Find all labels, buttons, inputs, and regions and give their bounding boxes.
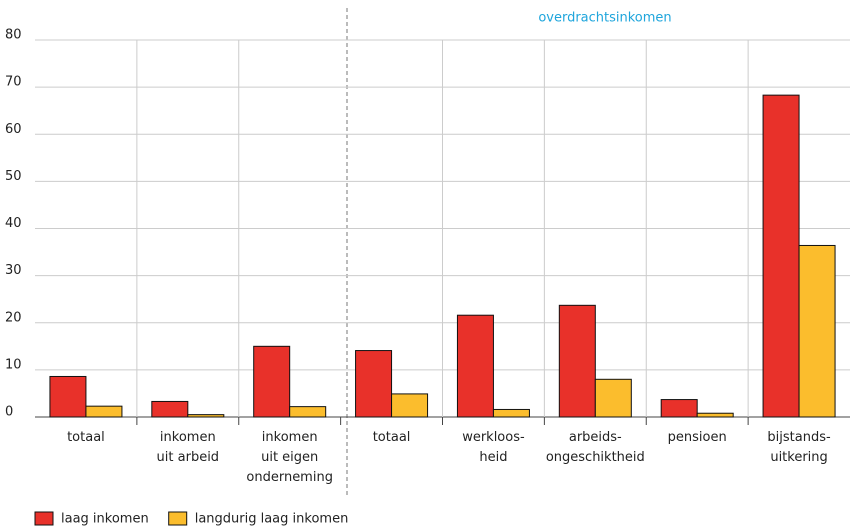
y-tick-label: 70 — [5, 75, 22, 90]
y-tick-label: 0 — [5, 405, 13, 420]
annotation: overdrachtsinkomen — [538, 11, 671, 26]
x-tick-label: arbeids- ongeschiktheid — [545, 430, 645, 465]
bar — [253, 345, 291, 418]
y-tick-label: 30 — [5, 263, 22, 278]
x-tick-label: inkomen uit eigen onderneming — [246, 430, 333, 485]
y-tick-label: 20 — [5, 310, 22, 325]
x-tick-label: inkomen uit arbeid — [156, 430, 220, 465]
y-tick-label: 40 — [5, 216, 22, 231]
bar — [151, 400, 189, 418]
legend-swatch — [168, 511, 188, 526]
x-tick-label: werkloos- heid — [462, 430, 525, 465]
y-tick-label: 10 — [5, 357, 22, 372]
x-tick-label: bijstands- uitkering — [767, 430, 831, 465]
y-tick-label: 50 — [5, 169, 22, 184]
legend-swatch — [34, 511, 54, 526]
bar — [696, 412, 734, 418]
y-tick-label: 60 — [5, 122, 22, 137]
legend-label: laag inkomen — [61, 512, 149, 527]
bar — [187, 414, 225, 418]
bar — [558, 304, 596, 418]
x-tick-label: totaal — [67, 430, 105, 445]
grid — [35, 39, 850, 418]
bar — [594, 378, 632, 418]
bar — [49, 375, 87, 418]
bar — [289, 406, 327, 418]
bar — [660, 399, 698, 418]
x-tick-label: pensioen — [667, 430, 727, 445]
bar — [456, 314, 494, 418]
legend-label: langdurig laag inkomen — [195, 512, 349, 527]
bar — [798, 244, 836, 418]
bar — [391, 393, 429, 418]
x-tick-label: totaal — [372, 430, 411, 445]
bar — [355, 350, 393, 418]
y-tick-label: 80 — [5, 28, 22, 43]
bar — [85, 405, 123, 418]
bar — [492, 408, 530, 418]
bar — [762, 94, 800, 418]
